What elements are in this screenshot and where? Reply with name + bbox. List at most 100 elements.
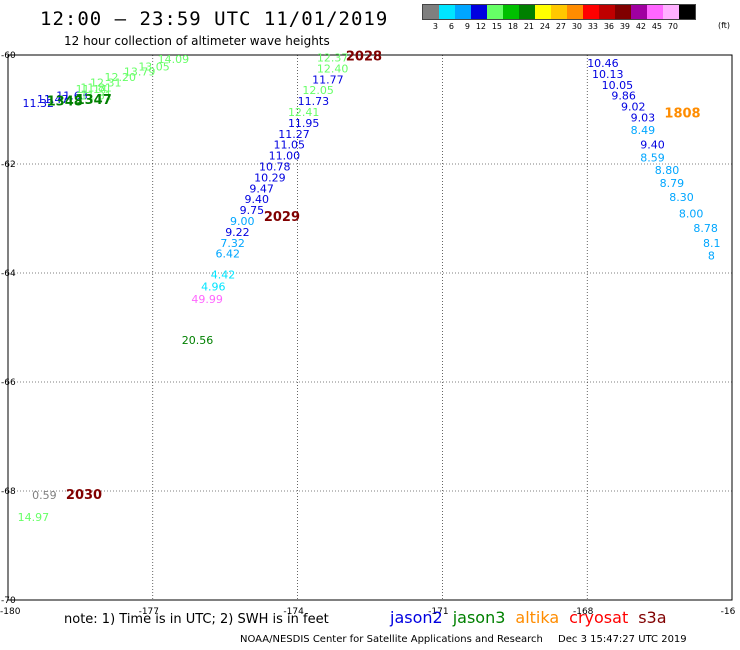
wave-height-label: 12.31 bbox=[90, 77, 122, 90]
wave-height-label: 10.05 bbox=[602, 79, 634, 92]
legend-swatch bbox=[487, 5, 503, 19]
wave-height-label: 20.56 bbox=[182, 334, 214, 347]
lat-tick-label: -60 bbox=[1, 51, 16, 61]
wave-height-label: 9.03 bbox=[631, 111, 656, 124]
legend-label: 36 bbox=[603, 22, 614, 31]
wave-height-label: 11.73 bbox=[298, 95, 330, 108]
wave-height-label: 8.1 bbox=[703, 237, 721, 250]
lon-tick-label: -171 bbox=[428, 607, 448, 617]
legend-swatch bbox=[615, 5, 631, 19]
legend-labels: 3 6 9 12 15 18 21 24 27 30 33 36 39 42 45 70 bbox=[422, 22, 696, 31]
footer-credit: NOAA/NESDIS Center for Satellite Applica… bbox=[240, 634, 687, 645]
color-legend: 3 6 9 12 15 18 21 24 27 30 33 36 39 42 45 70 (ft) bbox=[422, 4, 730, 31]
wave-height-label: 4.96 bbox=[201, 280, 226, 293]
lat-tick-label: -62 bbox=[1, 160, 16, 170]
legend-label: 27 bbox=[555, 22, 566, 31]
wave-height-label: 11.47 bbox=[37, 93, 69, 106]
legend-swatch bbox=[503, 5, 519, 19]
legend-swatch bbox=[583, 5, 599, 19]
wave-height-label: 49.99 bbox=[191, 293, 223, 306]
wave-height-label: 14.09 bbox=[158, 53, 190, 66]
wave-height-label: 9.22 bbox=[225, 226, 250, 239]
legend-label: 42 bbox=[635, 22, 646, 31]
wave-height-label: 12.41 bbox=[288, 106, 320, 119]
wave-height-label: 10.78 bbox=[259, 161, 291, 174]
wave-height-label: 11.05 bbox=[273, 139, 305, 152]
lon-tick-label: -16 bbox=[721, 607, 736, 617]
legend-label: 12 bbox=[475, 22, 486, 31]
wave-height-label: 6.42 bbox=[216, 248, 241, 261]
legend-swatch bbox=[439, 5, 455, 19]
legend-swatch bbox=[551, 5, 567, 19]
credit-text: NOAA/NESDIS Center for Satellite Applica… bbox=[240, 634, 543, 645]
legend-label: 39 bbox=[619, 22, 630, 31]
map-frame bbox=[7, 54, 733, 601]
wave-height-label: 4.42 bbox=[211, 268, 236, 281]
wave-height-label: 11.81 bbox=[80, 82, 112, 95]
satellite-jason3: jason3 bbox=[452, 608, 506, 627]
wave-height-label: 9.40 bbox=[640, 139, 665, 152]
legend-swatch bbox=[647, 5, 663, 19]
legend-label: 6 bbox=[448, 22, 454, 31]
legend-label: 21 bbox=[523, 22, 534, 31]
legend-label: 30 bbox=[571, 22, 582, 31]
wave-height-label: 10.13 bbox=[592, 68, 624, 81]
legend-swatch bbox=[599, 5, 615, 19]
wave-height-label: 9.47 bbox=[249, 182, 273, 195]
lat-tick-label: -70 bbox=[1, 596, 16, 606]
wave-height-label: 11.00 bbox=[269, 150, 301, 163]
wave-height-label: 12.37 bbox=[317, 52, 349, 65]
legend-label: 33 bbox=[587, 22, 598, 31]
legend-label: 9 bbox=[464, 22, 470, 31]
wave-height-label: 0.59 bbox=[32, 489, 57, 502]
page-subtitle: 12 hour collection of altimeter wave hei… bbox=[64, 34, 330, 48]
wave-height-label: 14.97 bbox=[18, 511, 50, 524]
wave-height-label: 11.27 bbox=[278, 128, 310, 141]
wave-height-label: 8.59 bbox=[640, 151, 665, 164]
footer-note: note: 1) Time is in UTC; 2) SWH is in fe… bbox=[64, 612, 329, 627]
time-label: 1348 bbox=[47, 95, 83, 110]
legend-swatch bbox=[455, 5, 471, 19]
legend-swatch bbox=[567, 5, 583, 19]
time-label: 1347 bbox=[76, 93, 112, 108]
satellite-jason2: jason2 bbox=[390, 608, 443, 627]
wave-height-label: 9.40 bbox=[245, 193, 269, 206]
legend-label: 18 bbox=[507, 22, 518, 31]
legend-swatch bbox=[519, 5, 535, 19]
wave-height-label: 8 bbox=[708, 249, 715, 262]
wave-height-label: 8.80 bbox=[655, 164, 680, 177]
legend-swatch bbox=[471, 5, 487, 19]
wave-height-label: 7.32 bbox=[220, 237, 245, 250]
wave-height-label: 13.05 bbox=[138, 60, 170, 73]
lat-tick-label: -66 bbox=[1, 378, 16, 388]
legend-label: 45 bbox=[651, 22, 662, 31]
wave-height-label: 10.29 bbox=[254, 171, 286, 184]
legend-unit: (ft) bbox=[718, 21, 731, 30]
legend-swatches bbox=[422, 4, 696, 20]
wave-height-label: 12.05 bbox=[302, 84, 334, 97]
legend-swatch bbox=[663, 5, 679, 19]
wave-height-label: 9.02 bbox=[621, 101, 646, 114]
lat-tick-label: -64 bbox=[1, 269, 16, 279]
wave-height-label: 11.77 bbox=[312, 73, 344, 86]
wave-height-label: 9.86 bbox=[611, 90, 636, 103]
wave-height-label: 8.49 bbox=[631, 124, 656, 137]
lon-tick-label: -180 bbox=[0, 607, 21, 617]
legend-swatch bbox=[679, 5, 695, 19]
wave-height-label: 11.14 bbox=[76, 83, 108, 96]
satellite-s3a: s3a bbox=[638, 608, 667, 627]
lat-tick-label: -68 bbox=[1, 487, 16, 497]
legend-label: 24 bbox=[539, 22, 550, 31]
wave-height-label: 11.95 bbox=[288, 117, 320, 130]
legend-label: 70 bbox=[667, 22, 678, 31]
wave-height-label: 12.40 bbox=[317, 62, 349, 75]
wave-height-label: 11.31 bbox=[80, 90, 112, 103]
time-label: 2028 bbox=[346, 49, 382, 64]
wave-height-label: 9.00 bbox=[230, 215, 255, 228]
credit-timestamp: Dec 3 15:47:27 UTC 2019 bbox=[558, 634, 687, 645]
lon-tick-label: -177 bbox=[139, 607, 159, 617]
page-title: 12:00 – 23:59 UTC 11/01/2019 bbox=[40, 8, 389, 30]
time-label: 2030 bbox=[66, 488, 102, 503]
lon-tick-label: -174 bbox=[283, 607, 304, 617]
